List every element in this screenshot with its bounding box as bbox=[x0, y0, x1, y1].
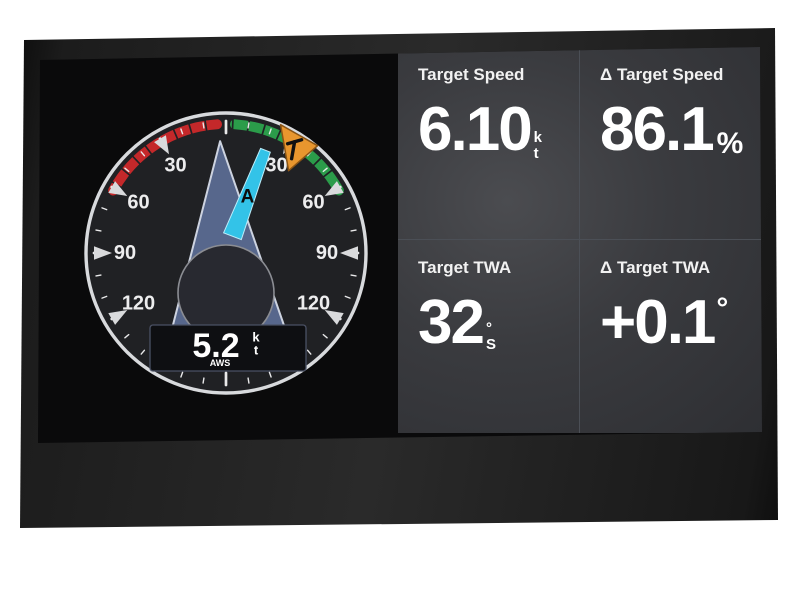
svg-text:120: 120 bbox=[122, 293, 155, 315]
svg-text:90: 90 bbox=[114, 242, 136, 264]
svg-text:30: 30 bbox=[164, 155, 186, 177]
svg-text:t: t bbox=[254, 343, 259, 358]
svg-text:90: 90 bbox=[316, 242, 338, 264]
svg-text:A: A bbox=[241, 187, 255, 208]
svg-text:120: 120 bbox=[297, 293, 330, 315]
svg-text:60: 60 bbox=[127, 192, 149, 214]
svg-text:60: 60 bbox=[302, 192, 324, 214]
svg-text:AWS: AWS bbox=[210, 358, 231, 368]
